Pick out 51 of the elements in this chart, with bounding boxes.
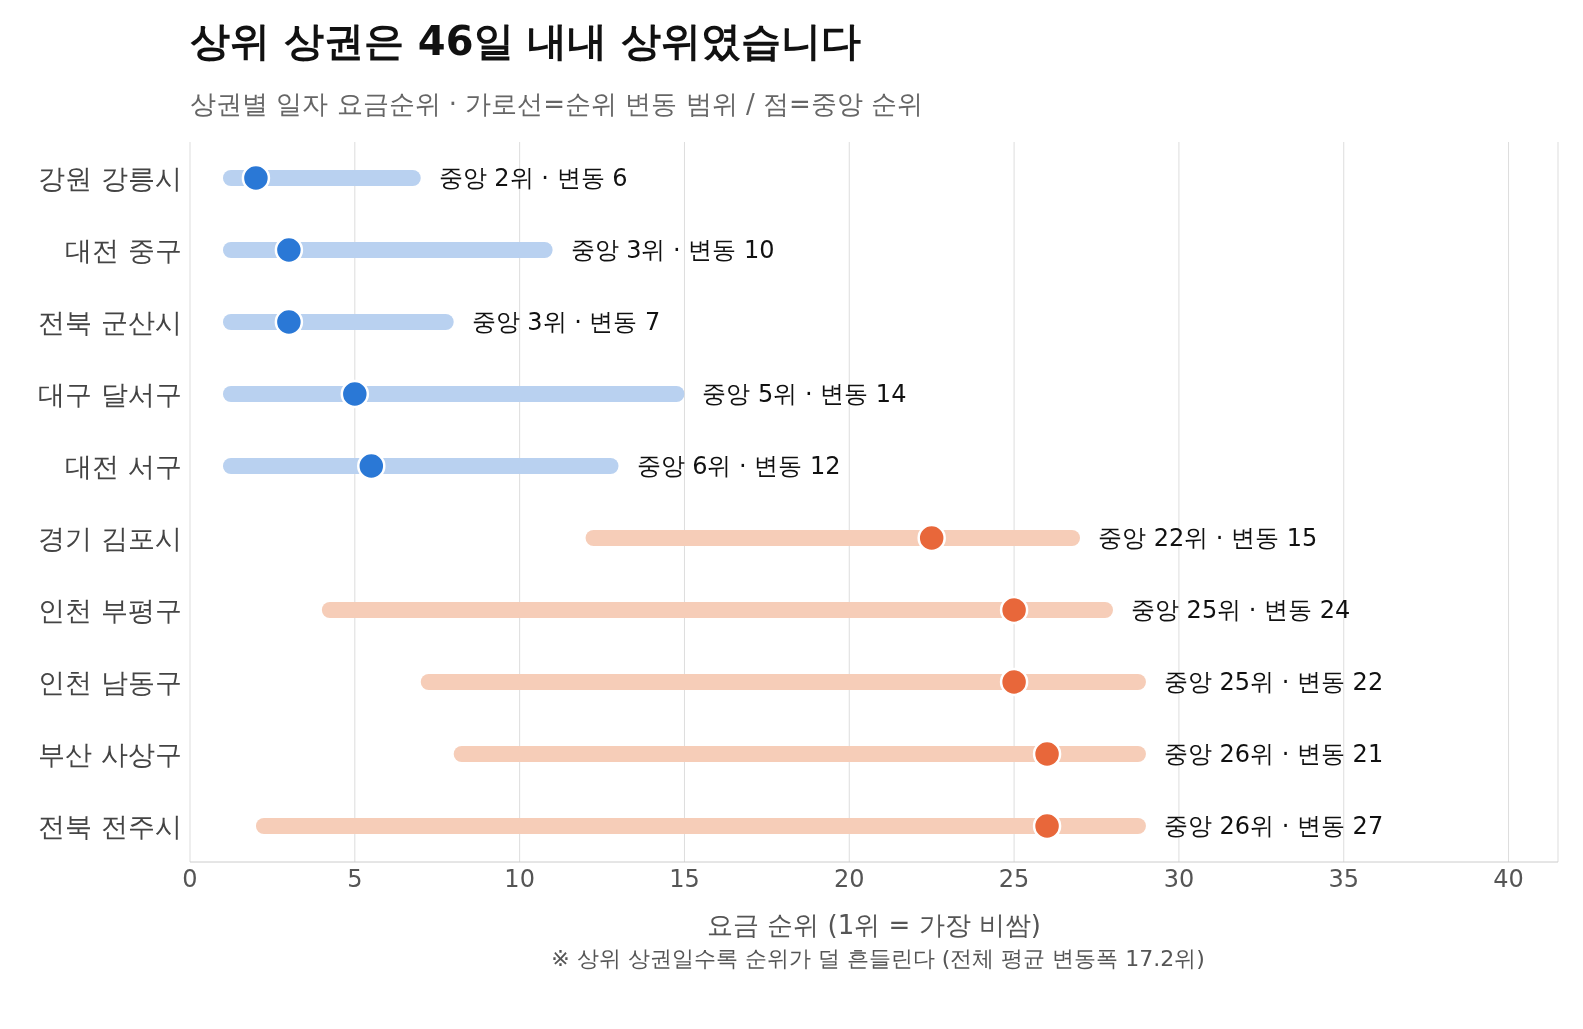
y-tick-label: 전북 전주시 [38, 810, 182, 842]
data-label: 중앙 22위 · 변동 15 [1098, 524, 1318, 552]
y-tick-label: 대전 서구 [65, 450, 182, 482]
x-tick-label: 10 [504, 865, 535, 894]
y-tick-label: 인천 부평구 [38, 594, 182, 626]
point [917, 523, 946, 553]
point [999, 667, 1029, 697]
x-tick-label: 35 [1328, 865, 1360, 894]
bar [222, 242, 553, 258]
point [274, 235, 304, 265]
x-axis-title: 요금 순위 (1위 = 가장 비쌈) [707, 910, 1041, 940]
bar [321, 602, 1113, 618]
y-tick-label: 부산 사상구 [38, 738, 182, 770]
data-label: 중앙 26위 · 변동 21 [1163, 740, 1384, 768]
point [340, 379, 370, 409]
data-label: 중앙 3위 · 변동 7 [471, 308, 661, 336]
y-tick-label: 전북 군산시 [38, 306, 182, 338]
data-label: 중앙 5위 · 변동 14 [702, 380, 907, 408]
bar [420, 674, 1146, 690]
data-label: 중앙 3위 · 변동 10 [570, 236, 775, 264]
x-tick-label: 15 [669, 865, 700, 894]
data-label: 중앙 25위 · 변동 22 [1163, 668, 1384, 696]
chart-subtitle: 상권별 일자 요금순위 · 가로선=순위 변동 범위 / 점=중앙 순위 [190, 88, 924, 121]
bar [255, 818, 1146, 834]
x-tick-label: 25 [998, 865, 1030, 894]
data-label: 중앙 26위 · 변동 27 [1163, 812, 1384, 840]
point [999, 595, 1029, 625]
x-tick-label: 30 [1163, 865, 1195, 894]
bar [585, 530, 1081, 546]
y-tick-label: 대구 달서구 [38, 378, 182, 410]
data-label: 중앙 2위 · 변동 6 [438, 164, 628, 192]
y-tick-label: 인천 남동구 [38, 666, 182, 698]
point [357, 451, 386, 481]
chart-title: 상위 상권은 46일 내내 상위였습니다 [190, 17, 863, 66]
point [1032, 739, 1062, 769]
bar [453, 746, 1146, 762]
x-tick-label: 0 [182, 865, 198, 894]
point [241, 163, 271, 193]
bar [222, 458, 619, 474]
point [274, 307, 304, 337]
y-tick-label: 대전 중구 [65, 234, 182, 266]
point [1032, 811, 1062, 841]
y-tick-label: 경기 김포시 [38, 522, 182, 554]
data-label: 중앙 25위 · 변동 24 [1130, 596, 1351, 624]
x-tick-label: 20 [834, 865, 865, 894]
x-tick-label: 5 [347, 865, 363, 894]
bar [222, 386, 685, 402]
text: ※ 상위 상권일수록 순위가 덜 흔들린다 (전체 평균 변동폭 17.2위) [550, 945, 1206, 973]
y-tick-label: 강원 강릉시 [38, 162, 182, 194]
x-tick-label: 40 [1493, 865, 1524, 894]
data-label: 중앙 6위 · 변동 12 [636, 452, 841, 480]
